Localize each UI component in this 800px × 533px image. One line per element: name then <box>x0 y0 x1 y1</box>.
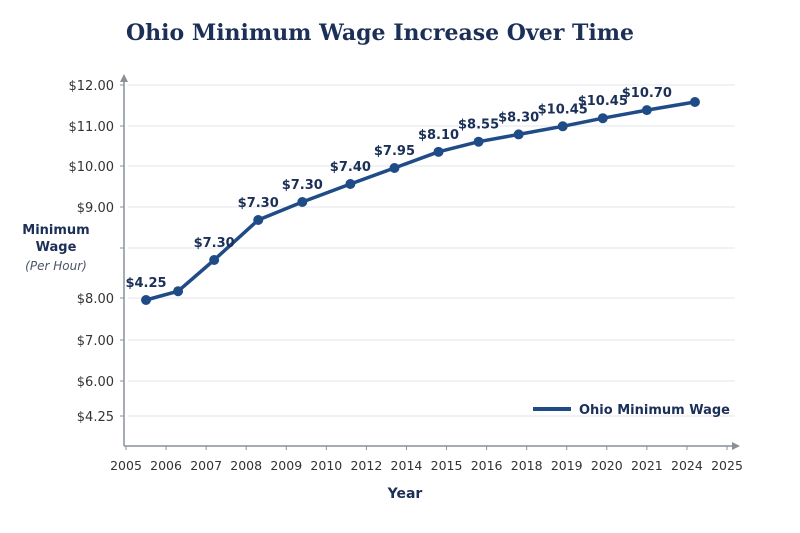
data-point <box>557 121 568 132</box>
data-label: $8.55 <box>458 118 499 133</box>
data-label: $7.40 <box>330 160 371 175</box>
x-tick-label: 2015 <box>431 458 463 473</box>
series-line <box>144 100 697 302</box>
x-tick-label: 2016 <box>471 458 503 473</box>
x-tick-label: 2018 <box>511 458 543 473</box>
x-tick-label: 2008 <box>230 458 262 473</box>
x-tick-label: 2020 <box>591 458 623 473</box>
y-tick-label: $8.00 <box>77 292 114 307</box>
data-point <box>473 136 484 147</box>
y-axis-label: Minimum Wage (Per Hour) <box>6 222 106 275</box>
data-label: $7.30 <box>238 196 279 211</box>
y-axis-arrow <box>120 74 128 82</box>
chart-title: Ohio Minimum Wage Increase Over Time <box>126 20 634 46</box>
x-tick-label: 2006 <box>150 458 182 473</box>
legend-label: Ohio Minimum Wage <box>579 403 730 418</box>
data-label: $10.45 <box>538 102 588 117</box>
data-point <box>209 255 220 265</box>
y-tick-label: $9.00 <box>77 201 114 216</box>
data-label: $7.30 <box>194 236 235 251</box>
data-point <box>345 179 356 189</box>
y-tick-label: $4.25 <box>77 410 114 425</box>
data-point <box>641 105 652 116</box>
x-tick-label: 2005 <box>110 458 142 473</box>
y-tick-label: $7.00 <box>77 334 114 349</box>
data-point <box>141 295 152 305</box>
data-label: $7.30 <box>282 178 323 193</box>
data-label: $10.45 <box>578 94 628 109</box>
data-label: $4.25 <box>125 276 166 291</box>
y-tick-label: $10.00 <box>69 160 115 175</box>
y-axis-label-main: Minimum Wage <box>22 223 90 255</box>
x-axis-label: Year <box>387 486 423 502</box>
data-point <box>297 197 308 207</box>
y-tick-label: $6.00 <box>77 375 114 390</box>
data-point <box>389 163 400 173</box>
data-label: $7.95 <box>374 144 415 159</box>
x-tick-label: 2019 <box>551 458 583 473</box>
data-label: $8.10 <box>418 128 459 143</box>
y-tick-label: $11.00 <box>69 120 115 135</box>
y-tick-label: $12.00 <box>69 79 115 94</box>
data-point <box>597 113 608 124</box>
x-tick-label: 2021 <box>631 458 663 473</box>
x-tick-label: 2009 <box>270 458 302 473</box>
x-axis-arrow <box>732 442 740 450</box>
data-point <box>513 129 524 140</box>
data-label: $10.70 <box>622 86 672 101</box>
x-tick-label: 2024 <box>671 458 703 473</box>
x-tick-label: 2007 <box>190 458 222 473</box>
x-tick-label: 2025 <box>711 458 743 473</box>
data-point <box>689 97 700 108</box>
data-point <box>253 215 264 225</box>
data-point <box>173 286 184 297</box>
data-label: $8.30 <box>498 110 539 125</box>
x-tick-label: 2010 <box>310 458 342 473</box>
data-point <box>433 146 444 157</box>
y-axis-label-sub: (Per Hour) <box>25 259 87 273</box>
x-tick-label: 2012 <box>350 458 382 473</box>
x-tick-label: 2014 <box>391 458 423 473</box>
